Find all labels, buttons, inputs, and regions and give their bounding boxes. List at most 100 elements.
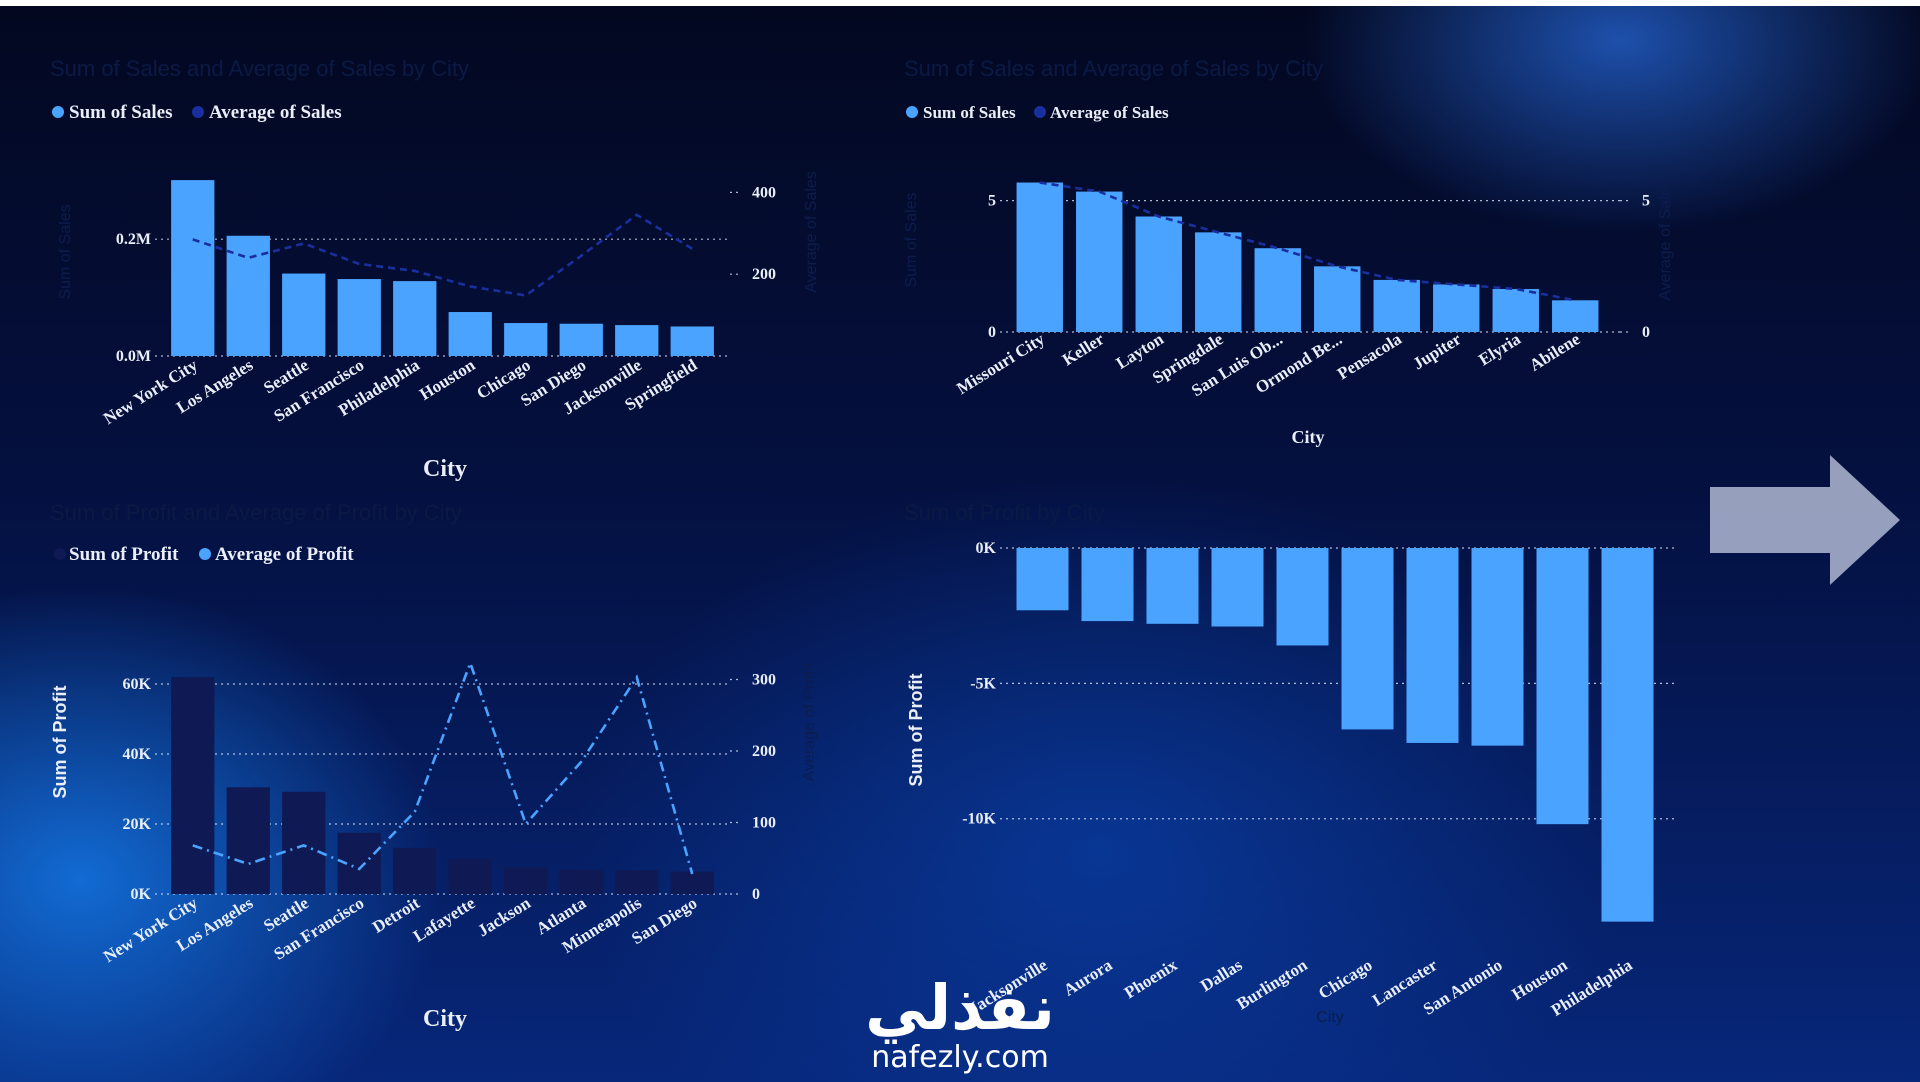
y-tick-label: -5K bbox=[970, 675, 996, 692]
chart-title: Sum of Profit and Average of Profit by C… bbox=[50, 500, 462, 525]
legend-marker-average-of-sales bbox=[192, 106, 204, 118]
chart-title: Sum of Sales and Average of Sales by Cit… bbox=[904, 56, 1323, 81]
bar-minneapolis bbox=[615, 870, 659, 894]
bar-springdale bbox=[1195, 232, 1242, 332]
x-tick-label: Pensacola bbox=[1334, 329, 1405, 383]
bar-keller bbox=[1076, 191, 1123, 332]
bar-atlanta bbox=[559, 869, 603, 894]
next-arrow-icon[interactable] bbox=[1710, 455, 1900, 590]
x-tick-label: Houston bbox=[416, 355, 479, 404]
legend-marker-sum-of-sales bbox=[52, 106, 64, 118]
bar-pensacola bbox=[1373, 279, 1420, 332]
x-tick-label: Phoenix bbox=[1121, 955, 1181, 1002]
bar-seattle bbox=[282, 791, 326, 894]
x-tick-label: New York City bbox=[100, 355, 201, 428]
bar-lancaster bbox=[1406, 548, 1459, 743]
legend-label-average-of-profit: Average of Profit bbox=[215, 544, 354, 565]
y-tick-label: 20K bbox=[123, 816, 152, 833]
chart-profit-by-city-bottom-left[interactable]: Sum of Profit and Average of Profit by C… bbox=[30, 490, 830, 1050]
x-tick-label: Chicago bbox=[1315, 955, 1376, 1003]
x-axis-title: City bbox=[423, 456, 467, 482]
legend[interactable]: Sum of Sales Average of Sales bbox=[906, 103, 1169, 122]
bar-houston bbox=[1536, 548, 1589, 825]
bar-chicago bbox=[504, 323, 548, 356]
x-tick-label: Abilene bbox=[1526, 329, 1584, 375]
bar-san-francisco bbox=[337, 279, 381, 356]
y2-tick-label: 200 bbox=[752, 743, 776, 760]
x-tick-label: Dallas bbox=[1197, 955, 1246, 995]
bar-los-angeles bbox=[226, 787, 270, 894]
bar-springfield bbox=[670, 326, 714, 356]
legend[interactable]: Sum of Profit Average of Profit bbox=[54, 544, 354, 565]
y2-axis-title: Average of Profit bbox=[801, 662, 818, 781]
chart-title: Sum of Profit by City bbox=[904, 500, 1105, 525]
bar-abilene bbox=[1552, 300, 1599, 332]
x-axis-title: City bbox=[423, 1006, 467, 1032]
y2-tick-label: 300 bbox=[752, 671, 776, 688]
bar-elyria bbox=[1492, 288, 1539, 332]
y2-tick-label: 0 bbox=[1642, 324, 1650, 341]
y-axis-title: Sum of Profit bbox=[906, 674, 926, 787]
bar-detroit bbox=[393, 847, 437, 894]
y-axis-title: Sum of Sales bbox=[903, 192, 920, 287]
y-axis-title: Sum of Sales bbox=[57, 204, 74, 299]
bar-dallas bbox=[1211, 548, 1264, 627]
x-tick-label: Missouri City bbox=[953, 329, 1048, 398]
y2-axis-title: Average of Sales bbox=[803, 171, 820, 293]
y2-tick-label: 200 bbox=[752, 266, 776, 283]
legend-label-average-of-sales: Average of Sales bbox=[209, 102, 342, 123]
x-tick-label: Burlington bbox=[1233, 955, 1311, 1013]
chart-title: Sum of Sales and Average of Sales by Cit… bbox=[50, 56, 469, 81]
y-tick-label: 5 bbox=[988, 193, 996, 210]
y-tick-label: -10K bbox=[962, 811, 996, 828]
bar-missouri-city bbox=[1016, 182, 1063, 332]
bar-philadelphia bbox=[393, 281, 437, 356]
bar-aurora bbox=[1081, 548, 1134, 622]
bar-san-diego bbox=[670, 871, 714, 894]
x-tick-label: New York City bbox=[100, 893, 201, 966]
y-tick-label: 40K bbox=[123, 746, 152, 763]
x-axis-title: City bbox=[1316, 1009, 1344, 1026]
legend-marker-average-of-profit bbox=[199, 548, 211, 560]
average-line bbox=[1039, 181, 1576, 302]
bar-san-antonio bbox=[1471, 548, 1524, 746]
bar-ormond-be- bbox=[1314, 266, 1361, 332]
legend-marker-sum-of-sales bbox=[906, 106, 918, 118]
legend-label-sum-of-profit: Sum of Profit bbox=[69, 544, 179, 565]
logo-arabic-text: نفذلي bbox=[865, 971, 1055, 1044]
bar-jacksonville bbox=[615, 325, 659, 356]
bar-new-york-city bbox=[171, 677, 215, 894]
legend-label-sum-of-sales: Sum of Sales bbox=[923, 103, 1016, 122]
bar-burlington bbox=[1276, 548, 1329, 646]
y-tick-label: 0.2M bbox=[116, 231, 151, 248]
y2-tick-label: 400 bbox=[752, 184, 776, 201]
bar-houston bbox=[448, 312, 492, 356]
nafezly-logo: نفذلي nafezly.com bbox=[850, 975, 1070, 1075]
y-tick-label: 0 bbox=[988, 324, 996, 341]
x-tick-label: Keller bbox=[1059, 329, 1108, 369]
x-tick-label: Jupiter bbox=[1409, 329, 1464, 373]
bar-jackson bbox=[504, 867, 548, 894]
bar-san-diego bbox=[559, 323, 603, 356]
top-border bbox=[0, 0, 1920, 6]
y2-tick-label: 100 bbox=[752, 814, 776, 831]
y2-tick-label: 0 bbox=[752, 886, 760, 903]
y-tick-label: 60K bbox=[123, 676, 152, 693]
legend-label-average-of-sales: Average of Sales bbox=[1050, 103, 1169, 122]
bar-lafayette bbox=[448, 859, 492, 894]
chart-sales-by-city-top-left[interactable]: Sum of Sales and Average of Sales by Cit… bbox=[30, 40, 830, 500]
x-axis-title: City bbox=[1292, 427, 1325, 447]
y2-tick-label: 5 bbox=[1642, 193, 1650, 210]
bar-jacksonville bbox=[1016, 548, 1069, 611]
y-tick-label: 0.0M bbox=[116, 348, 151, 365]
y-axis-title: Sum of Profit bbox=[50, 686, 70, 799]
chart-sales-by-city-top-right[interactable]: Sum of Sales and Average of Sales by Cit… bbox=[880, 40, 1700, 460]
y2-axis-title: Average of Sales bbox=[1657, 179, 1674, 301]
average-line bbox=[192, 659, 694, 875]
bar-chicago bbox=[1341, 548, 1394, 730]
bar-san-luis-ob- bbox=[1254, 248, 1301, 332]
bar-phoenix bbox=[1146, 548, 1199, 624]
bar-jupiter bbox=[1433, 284, 1480, 332]
chart-sum-of-profit-by-city-bottom-right[interactable]: Sum of Profit by City Sum of Profit City… bbox=[880, 490, 1700, 1050]
legend[interactable]: Sum of Sales Average of Sales bbox=[52, 102, 342, 123]
